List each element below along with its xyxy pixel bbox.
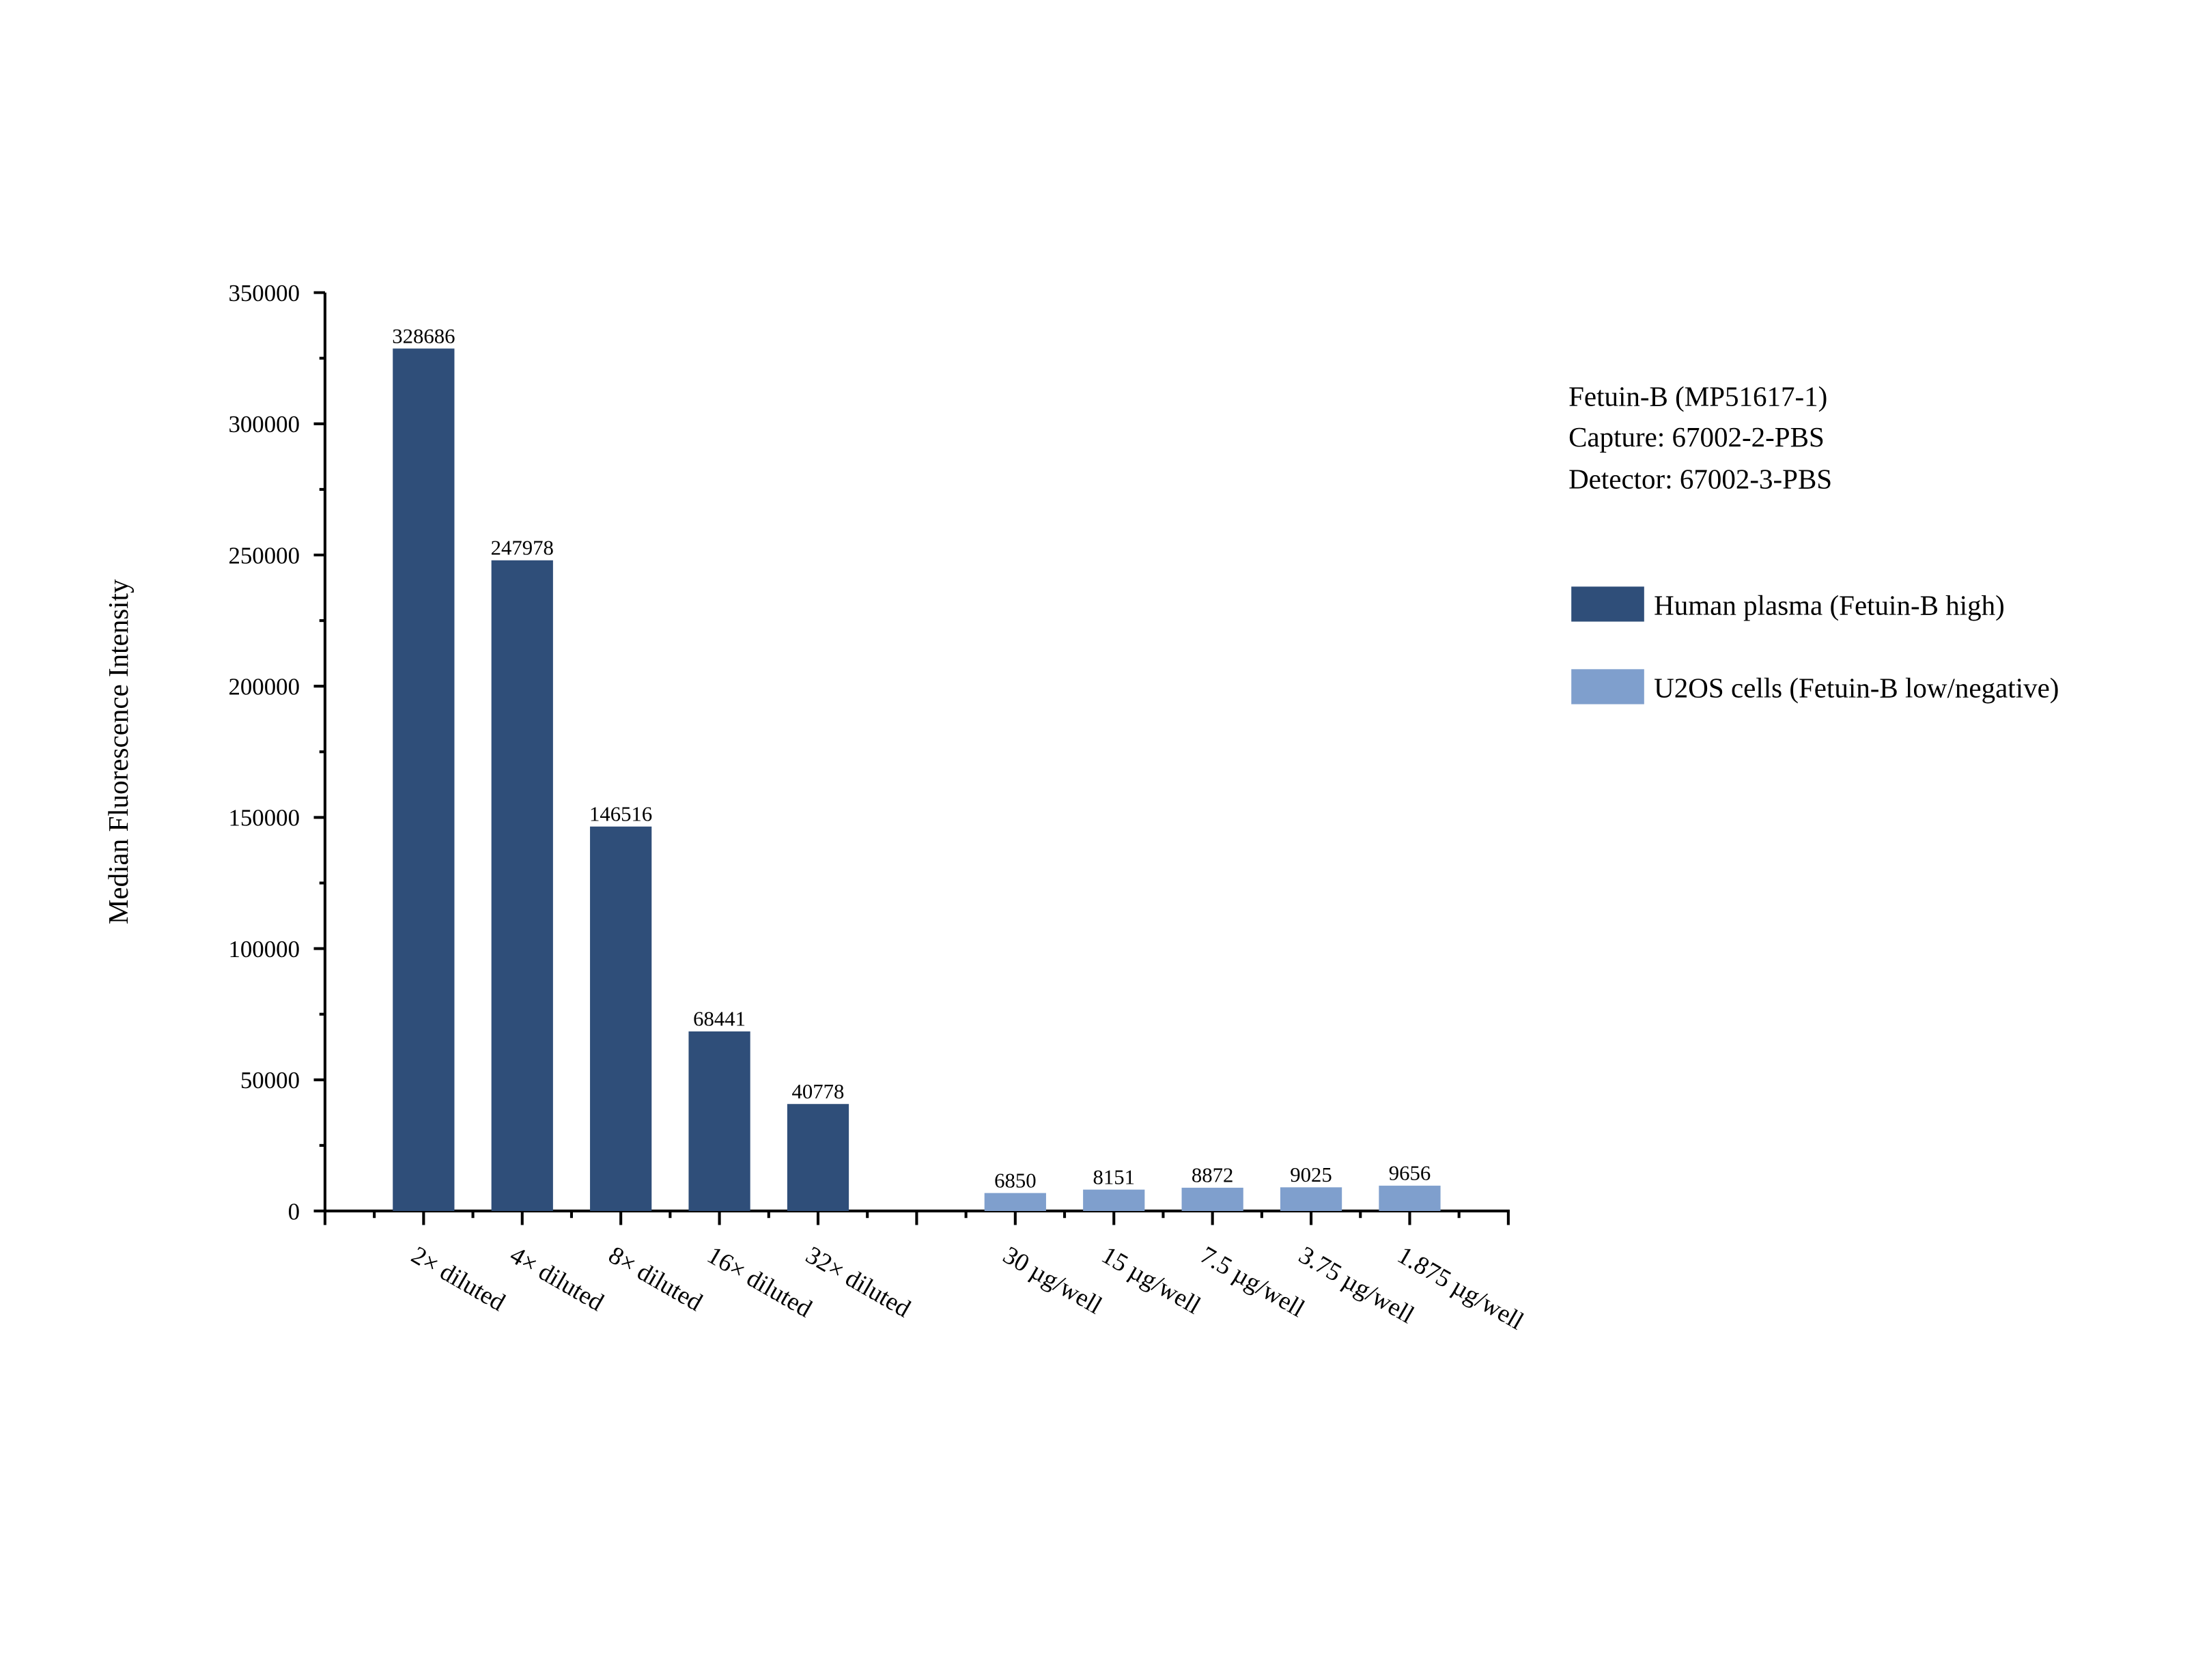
bar [1181, 1187, 1243, 1211]
x-tick-label: 2× diluted [407, 1240, 510, 1316]
data-label: 68441 [693, 1008, 746, 1031]
data-label: 6850 [994, 1169, 1037, 1192]
y-tick-label: 300000 [228, 411, 300, 438]
x-tick-label: 15 µg/well [1097, 1240, 1206, 1319]
bars: 328686 247978 146516 68441 40778 6850 8151 8872… [392, 324, 1441, 1211]
data-label: 146516 [589, 803, 652, 826]
x-tick-label: 4× diluted [505, 1240, 608, 1316]
data-label: 8872 [1192, 1164, 1234, 1187]
bar [984, 1193, 1046, 1211]
legend-label: Human plasma (Fetuin-B high) [1654, 589, 2005, 621]
bar [1083, 1189, 1145, 1211]
y-axis-label: Median Fluorescence Intensity [102, 579, 134, 924]
x-tick-label: 30 µg/well [998, 1240, 1107, 1319]
legend-label: U2OS cells (Fetuin-B low/negative) [1654, 672, 2059, 703]
annotation-line: Fetuin-B (MP51617-1) [1568, 381, 1827, 412]
bar [590, 826, 652, 1211]
x-tick-label: 32× diluted [801, 1240, 915, 1322]
y-tick-label: 100000 [228, 936, 300, 963]
bar [1379, 1185, 1441, 1211]
legend-swatch [1571, 669, 1644, 704]
legend: Human plasma (Fetuin-B high) U2OS cells … [1571, 586, 2059, 704]
x-tick-label: 8× diluted [604, 1240, 707, 1316]
x-tick-label: 7.5 µg/well [1196, 1240, 1310, 1322]
bar [491, 560, 553, 1211]
data-label: 8151 [1093, 1165, 1134, 1188]
annotation: Fetuin-B (MP51617-1) Capture: 67002-2-PB… [1568, 381, 1832, 495]
y-tick-label: 200000 [228, 674, 300, 700]
bar [688, 1031, 750, 1211]
legend-swatch [1571, 586, 1644, 622]
x-tick-label: 16× diluted [703, 1240, 817, 1322]
x-tick-label: 1.875 µg/well [1393, 1240, 1529, 1335]
y-tick-label: 50000 [240, 1067, 300, 1094]
y-tick-label: 150000 [228, 805, 300, 831]
annotation-line: Capture: 67002-2-PBS [1568, 421, 1825, 453]
data-label: 247978 [491, 537, 554, 560]
y-tick-label: 250000 [228, 542, 300, 569]
y-tick-label: 0 [288, 1198, 300, 1225]
annotation-line: Detector: 67002-3-PBS [1568, 464, 1832, 495]
data-label: 9025 [1290, 1163, 1332, 1186]
data-label: 328686 [392, 324, 455, 347]
bar [393, 348, 455, 1211]
bar [1280, 1187, 1342, 1211]
data-label: 9656 [1389, 1162, 1431, 1185]
data-label: 40778 [792, 1080, 845, 1103]
y-tick-label: 350000 [228, 280, 300, 307]
bar [787, 1104, 849, 1211]
